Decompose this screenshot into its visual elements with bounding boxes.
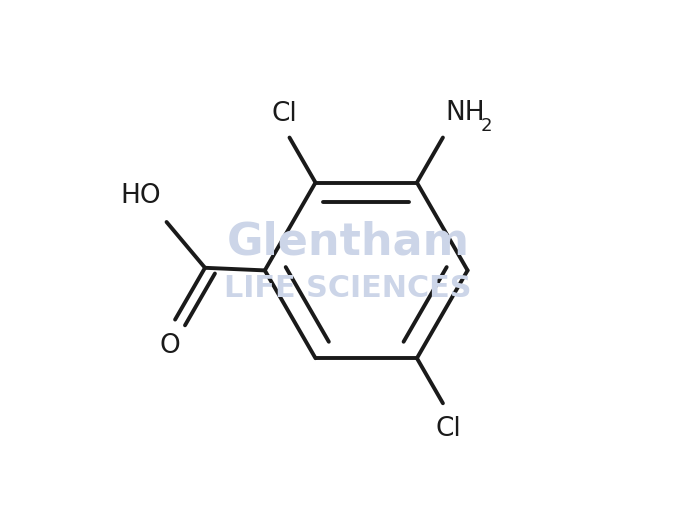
- Text: Glentham: Glentham: [226, 220, 470, 263]
- Text: LIFE SCIENCES: LIFE SCIENCES: [224, 274, 472, 303]
- Text: HO: HO: [120, 183, 161, 209]
- Text: 2: 2: [481, 117, 492, 135]
- Text: Cl: Cl: [271, 101, 297, 127]
- Text: Cl: Cl: [435, 416, 461, 442]
- Text: O: O: [159, 333, 180, 359]
- Text: NH: NH: [445, 100, 485, 126]
